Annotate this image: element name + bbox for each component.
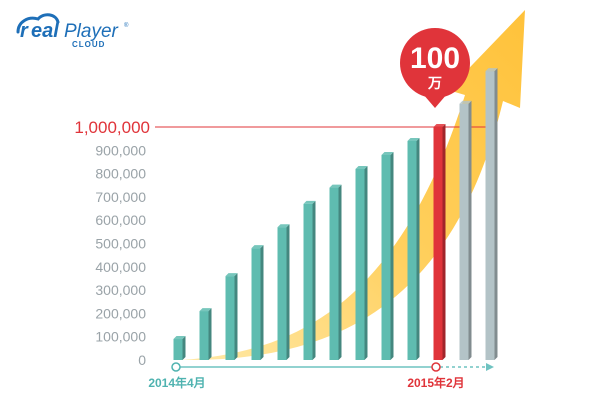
bar-side bbox=[416, 137, 420, 360]
bar-top bbox=[225, 273, 238, 277]
bar-top bbox=[199, 308, 212, 312]
badge-unit: 万 bbox=[427, 76, 442, 92]
bar-top bbox=[433, 124, 446, 127]
bar-top bbox=[303, 200, 316, 204]
bar-side bbox=[234, 273, 238, 360]
bar-side bbox=[442, 124, 446, 360]
growth-arrow bbox=[182, 10, 525, 361]
bar bbox=[225, 273, 238, 360]
y-axis-ticks: 0 100,000 200,000 300,000 400,000 500,000 600,… bbox=[95, 142, 146, 368]
bar-top bbox=[381, 151, 394, 155]
bar bbox=[407, 137, 420, 360]
bar-front bbox=[303, 203, 313, 360]
bar-front bbox=[459, 103, 469, 360]
bar-side bbox=[494, 68, 498, 360]
bar bbox=[329, 184, 342, 360]
bar-top bbox=[485, 68, 498, 72]
bar-top bbox=[355, 165, 368, 169]
bar-front bbox=[355, 168, 365, 360]
bar-top bbox=[173, 336, 186, 340]
x-start-label: 2014年4月 bbox=[148, 375, 205, 390]
bar-front bbox=[225, 276, 235, 360]
timeline-arrowhead bbox=[486, 363, 494, 371]
bar bbox=[173, 336, 186, 360]
bars bbox=[173, 68, 498, 360]
y-tick-label: 500,000 bbox=[95, 236, 146, 252]
bar bbox=[459, 100, 472, 360]
bar bbox=[199, 308, 212, 360]
bar bbox=[433, 124, 446, 360]
bar-side bbox=[286, 224, 290, 360]
bar-side bbox=[390, 151, 394, 360]
y-tick-label: 800,000 bbox=[95, 166, 146, 182]
realplayer-logo: r eal Player ® CLOUD bbox=[14, 10, 134, 49]
logo-registered: ® bbox=[124, 22, 129, 29]
y-tick-label: 100,000 bbox=[95, 329, 146, 345]
bar-side bbox=[364, 165, 368, 360]
y-tick-label: 600,000 bbox=[95, 212, 146, 228]
bar bbox=[381, 151, 394, 360]
logo-r: r bbox=[20, 20, 29, 42]
badge-number: 100 bbox=[410, 42, 460, 75]
bar-front bbox=[381, 154, 391, 360]
y-tick-label: 400,000 bbox=[95, 259, 146, 275]
logo-cloud: CLOUD bbox=[72, 40, 105, 48]
y-tick-label: 700,000 bbox=[95, 189, 146, 205]
bar-side bbox=[312, 200, 316, 360]
bar-front bbox=[251, 248, 261, 360]
bar-top bbox=[251, 245, 264, 249]
bar-side bbox=[208, 308, 212, 360]
y-tick-label: 200,000 bbox=[95, 305, 146, 321]
bar-front bbox=[277, 227, 287, 360]
bar-front bbox=[173, 339, 183, 360]
bar-front bbox=[433, 127, 443, 360]
bar bbox=[277, 224, 290, 360]
y-tick-highlight: 1,000,000 bbox=[74, 118, 150, 137]
bar-top bbox=[277, 224, 290, 228]
milestone-badge: 100 万 bbox=[400, 28, 470, 108]
bar-front bbox=[407, 140, 417, 360]
bar-front bbox=[485, 71, 495, 360]
bar-top bbox=[407, 137, 420, 141]
timeline-end-marker bbox=[431, 362, 441, 372]
x-end-label: 2015年2月 bbox=[407, 375, 464, 390]
logo-real: eal bbox=[31, 20, 59, 42]
bar bbox=[485, 68, 498, 360]
logo-player: Player bbox=[64, 21, 119, 42]
bar-front bbox=[329, 187, 339, 360]
timeline-start-marker bbox=[171, 362, 181, 372]
bar bbox=[303, 200, 316, 360]
bar-side bbox=[338, 184, 342, 360]
y-tick-label: 0 bbox=[138, 352, 146, 368]
bar-side bbox=[468, 100, 472, 360]
bar bbox=[355, 165, 368, 360]
bar bbox=[251, 245, 264, 360]
bar-side bbox=[182, 336, 186, 360]
bar-top bbox=[459, 100, 472, 104]
bar-top bbox=[329, 184, 342, 188]
y-tick-label: 300,000 bbox=[95, 282, 146, 298]
bar-side bbox=[260, 245, 264, 360]
logo-graphic: r eal Player ® CLOUD bbox=[16, 13, 129, 49]
y-tick-label: 900,000 bbox=[95, 142, 146, 158]
bar-front bbox=[199, 311, 209, 360]
